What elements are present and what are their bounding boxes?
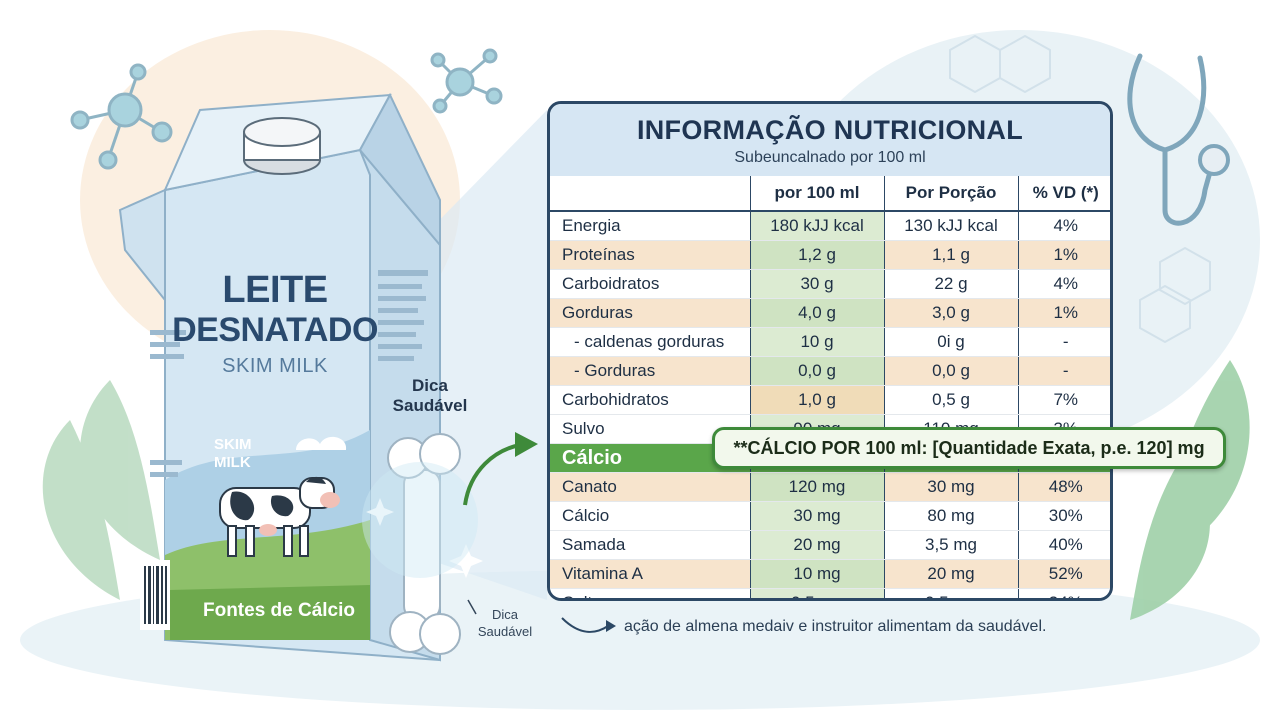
nutrient-per-100ml: 10 g (749, 327, 884, 357)
nutrient-per-100ml: 4,0 g (749, 298, 884, 328)
footnote-text: ação de almena medaiv e instruitor alime… (624, 618, 1047, 635)
nutrient-per-portion: 3,5 mg (883, 530, 1018, 560)
table-row: Carboidratos 30 g 22 g 4% (550, 269, 1110, 299)
nutrient-name: Gorduras (550, 298, 750, 328)
carton-small-line2: MILK (214, 454, 251, 471)
carton-subtitle: SKIM MILK (222, 355, 328, 377)
table-header-row: por 100 ml Por Porção % VD (*) (550, 176, 1110, 212)
nutrient-name: Canato (550, 472, 750, 502)
nutrient-name: Samada (550, 530, 750, 560)
table-row: Proteínas 1,2 g 1,1 g 1% (550, 240, 1110, 270)
carton-small-label: SKIM MILK (214, 436, 274, 472)
calcium-callout: **CÁLCIO POR 100 ml: [Quantidade Exata, … (712, 427, 1226, 469)
table-row: - caldenas gorduras 10 g 0i g - (550, 327, 1110, 357)
table-row: Calto 0,5 mg 0,5 mg 34% (550, 588, 1110, 598)
nutrient-daily-value: 48% (1017, 472, 1110, 502)
nutrient-per-portion: 22 g (883, 269, 1018, 299)
nutrient-daily-value: 40% (1017, 530, 1110, 560)
nutrient-daily-value: 4% (1017, 269, 1110, 299)
healthy-tip-line1: Dica (412, 376, 448, 395)
nutrient-per-100ml: 120 mg (749, 472, 884, 502)
nutrient-per-100ml: 20 mg (749, 530, 884, 560)
table-row: Carbohidratos 1,0 g 0,5 g 7% (550, 385, 1110, 415)
nutrient-daily-value: - (1017, 327, 1110, 357)
nutrient-daily-value: 34% (1017, 588, 1110, 598)
nutrient-daily-value: 52% (1017, 559, 1110, 589)
healthy-tip-label: Dica Saudável (370, 376, 490, 416)
nutrient-per-portion: 1,1 g (883, 240, 1018, 270)
nutrient-per-portion: 0,5 mg (883, 588, 1018, 598)
nutrient-per-100ml: 0,5 mg (749, 588, 884, 598)
carton-title-line2: DESNATADO (172, 311, 378, 349)
nutrition-subtitle: Subeuncalnado por 100 ml (734, 149, 926, 166)
nutrient-name: Carboidratos (550, 269, 750, 299)
carton-title: LEITE DESNATADO (170, 270, 380, 350)
table-row: Canato 120 mg 30 mg 48% (550, 472, 1110, 502)
nutrient-name: Vitamina A (550, 559, 750, 589)
nutrition-panel-header: INFORMAÇÃO NUTRICIONAL Subeuncalnado por… (550, 104, 1110, 178)
header-per-portion: Por Porção (883, 176, 1018, 212)
nutrient-per-100ml: 0,0 g (749, 356, 884, 386)
header-per-100ml: por 100 ml (749, 176, 884, 212)
nutrient-per-portion: 130 kJJ kcal (883, 211, 1018, 241)
nutrient-daily-value: 1% (1017, 298, 1110, 328)
table-row: Energia 180 kJJ kcal 130 kJJ kcal 4% (550, 211, 1110, 241)
nutrient-daily-value: 30% (1017, 501, 1110, 531)
table-row: - Gorduras 0,0 g 0,0 g - (550, 356, 1110, 386)
nutrient-daily-value: 4% (1017, 211, 1110, 241)
nutrient-per-portion: 3,0 g (883, 298, 1018, 328)
carton-banner: Fontes de Cálcio (202, 600, 356, 621)
header-daily-value: % VD (*) (1017, 176, 1110, 212)
nutrient-per-portion: 20 mg (883, 559, 1018, 589)
table-row: Gorduras 4,0 g 3,0 g 1% (550, 298, 1110, 328)
nutrient-name: - caldenas gorduras (550, 327, 750, 357)
nutrient-per-100ml: 10 mg (749, 559, 884, 589)
nutrient-per-portion: 0i g (883, 327, 1018, 357)
nutrient-daily-value: 1% (1017, 240, 1110, 270)
healthy-tip-line2: Saudável (392, 396, 468, 415)
nutrient-per-portion: 80 mg (883, 501, 1018, 531)
nutrient-daily-value: 7% (1017, 385, 1110, 415)
nutrient-per-portion: 30 mg (883, 472, 1018, 502)
nutrient-per-100ml: 1,0 g (749, 385, 884, 415)
nutrient-name: Proteínas (550, 240, 750, 270)
nutrition-title: INFORMAÇÃO NUTRICIONAL (636, 115, 1024, 145)
healthy-tip-small-line2: Saudável (477, 624, 533, 639)
nutrient-name: Calto (550, 588, 750, 598)
table-row: Vitamina A 10 mg 20 mg 52% (550, 559, 1110, 589)
nutrient-per-100ml: 1,2 g (749, 240, 884, 270)
table-row: Samada 20 mg 3,5 mg 40% (550, 530, 1110, 560)
healthy-tip-small-line1: Dica (491, 607, 518, 622)
nutrient-per-100ml: 30 mg (749, 501, 884, 531)
nutrient-per-portion: 0,5 g (883, 385, 1018, 415)
nutrition-panel: INFORMAÇÃO NUTRICIONAL Subeuncalnado por… (547, 101, 1113, 601)
carton-small-line1: SKIM (214, 436, 252, 453)
header-nutrient (550, 176, 750, 212)
healthy-tip-small-label: Dica Saudável (460, 606, 550, 640)
table-row: Cálcio 30 mg 80 mg 30% (550, 501, 1110, 531)
carton-title-line1: LEITE (222, 269, 328, 311)
nutrition-table: por 100 ml Por Porção % VD (*) Energia 1… (550, 176, 1110, 598)
nutrient-name: - Gorduras (550, 356, 750, 386)
nutrient-per-portion: 0,0 g (883, 356, 1018, 386)
nutrient-name: Energia (550, 211, 750, 241)
nutrient-daily-value: - (1017, 356, 1110, 386)
nutrient-per-100ml: 30 g (749, 269, 884, 299)
nutrient-per-100ml: 180 kJJ kcal (749, 211, 884, 241)
nutrient-name: Cálcio (550, 501, 750, 531)
nutrient-name: Carbohidratos (550, 385, 750, 415)
